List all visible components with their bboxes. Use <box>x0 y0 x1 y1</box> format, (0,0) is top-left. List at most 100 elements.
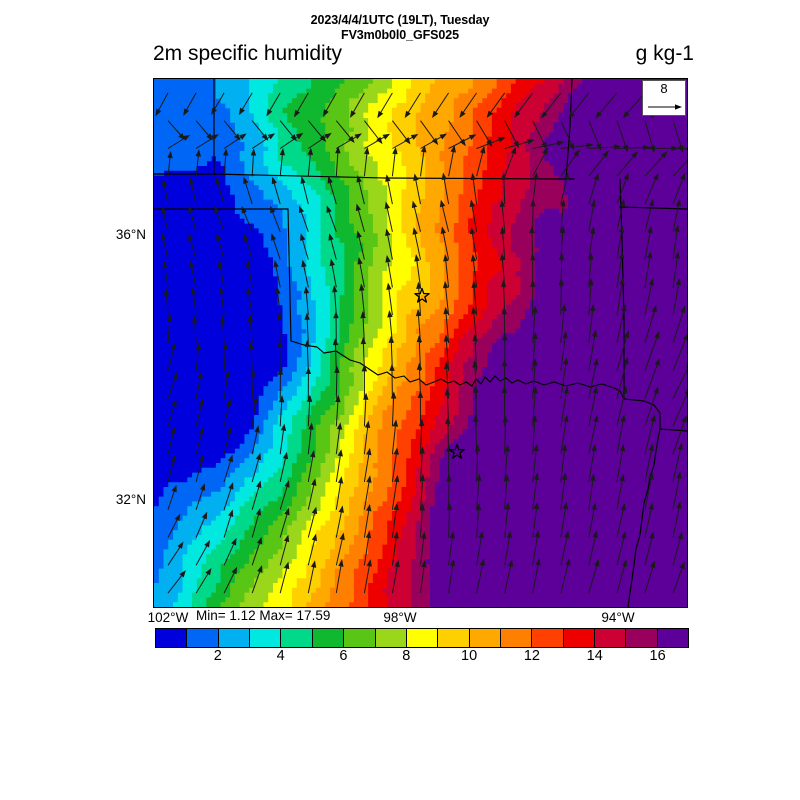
wind-vector-head <box>310 560 317 568</box>
wind-vector-head <box>590 226 596 234</box>
wind-vector-head <box>270 205 276 214</box>
wind-vector-head <box>349 110 356 118</box>
wind-vector-head <box>573 149 580 157</box>
wind-vector-head <box>415 309 422 317</box>
wind-vector-head <box>162 260 168 269</box>
wind-vector-head <box>390 391 397 399</box>
wind-vector-head <box>250 369 256 377</box>
wind-vector-head <box>472 360 478 368</box>
wind-vector-head <box>443 306 449 315</box>
wind-vector-head <box>443 334 450 342</box>
wind-vector-head <box>501 385 508 393</box>
wind-vector-head <box>366 503 372 512</box>
wind-vector-head <box>444 388 451 396</box>
wind-vector-head <box>595 111 602 119</box>
wind-vector-head <box>393 447 399 455</box>
humidity-field <box>154 79 687 607</box>
wind-vector-head <box>648 198 655 207</box>
wind-vector-head <box>650 560 656 569</box>
wind-vector-head <box>623 172 629 181</box>
wind-vector-head <box>446 502 453 510</box>
wind-vector-head <box>172 371 178 380</box>
wind-vector-head <box>204 539 211 548</box>
wind-vector-head <box>218 287 225 295</box>
wind-vector-head <box>510 146 516 155</box>
border-line <box>623 398 661 440</box>
wind-vector-head <box>366 559 372 567</box>
wind-vector-head <box>255 508 262 516</box>
wind-vector-head <box>195 342 202 350</box>
wind-vector-head <box>445 416 451 424</box>
wind-vector-head <box>198 454 204 463</box>
wind-vector-head <box>354 133 363 140</box>
wind-vector-head <box>419 446 425 454</box>
wind-vector-head <box>533 472 540 480</box>
wind-vector-shaft <box>644 473 653 510</box>
wind-vector-shaft <box>672 368 687 399</box>
wind-vector-head <box>214 205 220 214</box>
lon-tick-label: 98°W <box>383 610 417 625</box>
wind-vector-head <box>228 509 234 517</box>
colorbar-band <box>595 629 627 647</box>
wind-vector-head <box>217 259 224 268</box>
wind-vector-head <box>335 394 341 403</box>
wind-vector-head <box>622 111 630 119</box>
wind-vector-head <box>155 108 162 117</box>
wind-vector-shaft <box>560 445 566 482</box>
wind-vector-head <box>684 390 687 395</box>
wind-vector-shaft <box>560 305 565 344</box>
humidity-band <box>154 79 307 584</box>
wind-vector-head <box>198 427 205 435</box>
wind-vector-head <box>474 444 481 452</box>
border-line <box>368 368 473 387</box>
wind-vector-head <box>414 254 420 262</box>
wind-vector-head <box>247 313 254 322</box>
wind-vector-head <box>500 279 507 287</box>
wind-vector-head <box>619 198 626 207</box>
wind-vector-shaft <box>504 416 506 455</box>
wind-vector-shaft <box>588 305 594 344</box>
wind-vector-head <box>228 482 234 490</box>
wind-vector-head <box>473 414 479 422</box>
colorbar-band <box>657 629 689 647</box>
wind-vector-head <box>443 254 449 262</box>
wind-vector-head <box>421 531 427 539</box>
wind-vector-head <box>419 503 425 511</box>
wind-vector-head <box>298 205 305 214</box>
colorbar[interactable] <box>155 628 689 648</box>
wind-vector-head <box>177 541 184 549</box>
wind-vector-head <box>556 140 565 147</box>
wind-vector-head <box>332 338 339 346</box>
wind-vector-head <box>559 225 566 234</box>
wind-vector-head <box>614 144 622 150</box>
wind-vector-head <box>256 536 263 545</box>
wind-vector-head <box>619 277 625 286</box>
wind-vector-head <box>199 483 206 491</box>
wind-vector-head <box>306 394 313 402</box>
wind-vector-head <box>273 260 279 268</box>
wind-vector-shaft <box>532 445 538 482</box>
wind-vector-head <box>654 358 660 366</box>
map-plot-area[interactable]: 8 <box>153 78 688 608</box>
wind-vector-head <box>197 371 203 379</box>
wind-vector-head <box>304 312 310 320</box>
wind-vector-head <box>685 365 687 368</box>
wind-vector-head <box>459 110 466 118</box>
wind-vector-head <box>366 475 372 483</box>
wind-vector-head <box>470 172 476 181</box>
wind-vector-shaft <box>504 445 509 482</box>
wind-vector-shaft <box>616 252 623 288</box>
wind-vector-head <box>646 251 653 259</box>
wind-vector-head <box>618 225 625 234</box>
colorbar-band <box>532 629 564 647</box>
wind-vector-head <box>163 287 170 295</box>
wind-vector-head <box>653 386 659 395</box>
wind-vector-head <box>359 283 365 291</box>
humidity-band <box>368 79 545 607</box>
wind-vector-head <box>255 452 262 461</box>
wind-vector-head <box>300 176 306 184</box>
wind-vector-head <box>279 147 285 156</box>
wind-vector-shaft <box>588 531 597 566</box>
units-label: g kg-1 <box>635 42 694 65</box>
